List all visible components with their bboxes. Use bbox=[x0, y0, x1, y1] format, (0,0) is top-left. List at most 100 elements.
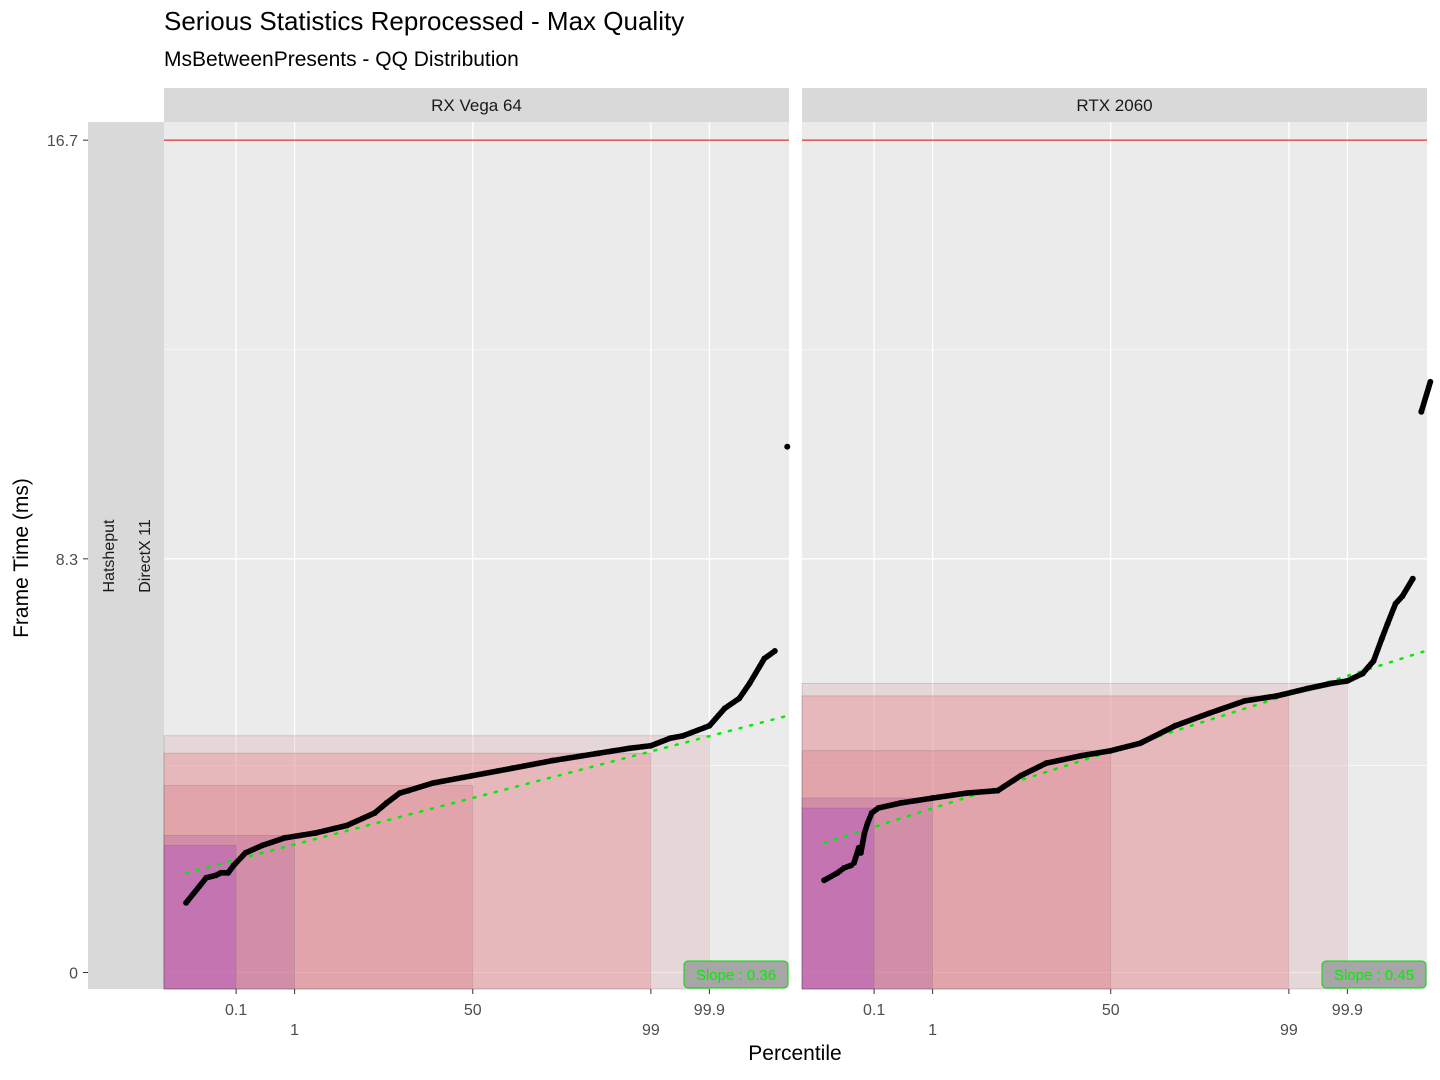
percentile-band bbox=[801, 683, 1348, 990]
chart-title: Serious Statistics Reprocessed - Max Qua… bbox=[164, 6, 685, 36]
data-point bbox=[259, 842, 266, 849]
data-point bbox=[429, 780, 436, 787]
data-point bbox=[666, 735, 673, 742]
data-point bbox=[861, 829, 868, 836]
data-point bbox=[855, 844, 862, 851]
data-point bbox=[1172, 722, 1179, 729]
data-point bbox=[203, 874, 210, 881]
data-point bbox=[595, 750, 602, 757]
data-point bbox=[1137, 740, 1144, 747]
data-point bbox=[1273, 692, 1280, 699]
data-point bbox=[405, 787, 412, 794]
data-point bbox=[1418, 408, 1425, 415]
y-tick-label: 8.3 bbox=[56, 552, 78, 569]
data-point bbox=[383, 800, 390, 807]
data-point bbox=[746, 680, 753, 687]
x-tick-label: 99 bbox=[1280, 1022, 1298, 1039]
x-tick-label: 1 bbox=[290, 1022, 299, 1039]
x-tick-label: 50 bbox=[464, 1002, 482, 1019]
x-tick-label: 50 bbox=[1102, 1002, 1120, 1019]
percentile-band bbox=[801, 750, 1112, 990]
x-tick-label: 0.1 bbox=[225, 1002, 247, 1019]
x-axis-title: Percentile bbox=[748, 1042, 842, 1065]
data-point bbox=[875, 805, 882, 812]
row-strip-label: DirectX 11 bbox=[137, 519, 154, 593]
data-point bbox=[994, 787, 1001, 794]
x-tick-label: 99.9 bbox=[694, 1002, 725, 1019]
data-point bbox=[1399, 593, 1406, 600]
percentile-band bbox=[163, 845, 237, 990]
facet-strip bbox=[802, 88, 1427, 122]
data-point bbox=[469, 772, 476, 779]
data-point bbox=[784, 443, 791, 450]
data-point bbox=[706, 722, 713, 729]
data-point bbox=[281, 834, 288, 841]
facet-strip-label: RTX 2060 bbox=[1076, 96, 1152, 115]
facet-strip bbox=[164, 88, 789, 122]
data-point bbox=[230, 862, 237, 869]
data-point bbox=[771, 648, 778, 655]
data-point bbox=[1409, 575, 1416, 582]
slope-label-box bbox=[683, 960, 789, 989]
data-point bbox=[857, 849, 864, 856]
data-point bbox=[312, 829, 319, 836]
data-point bbox=[929, 795, 936, 802]
data-point bbox=[897, 800, 904, 807]
data-point bbox=[1392, 600, 1399, 607]
y-tick-label: 16.7 bbox=[47, 133, 78, 150]
percentile-band bbox=[163, 735, 710, 990]
data-point bbox=[1384, 620, 1391, 627]
data-point bbox=[549, 757, 556, 764]
panel-background bbox=[802, 122, 1427, 989]
data-point bbox=[868, 810, 875, 817]
x-tick-label: 0.1 bbox=[863, 1002, 885, 1019]
data-point bbox=[213, 872, 220, 879]
facet-panel-2: RTX 2060 Slope : 0.45 0.1 1 50 99 99.9 bbox=[801, 88, 1434, 1039]
facet-panel-1: RX Vega 64 Slope : 0.36 0.1 1 50 99 99.9 bbox=[163, 88, 791, 1039]
slope-label-box bbox=[1321, 960, 1427, 989]
data-point bbox=[841, 864, 848, 871]
x-tick-label: 99.9 bbox=[1332, 1002, 1363, 1019]
data-point bbox=[851, 859, 858, 866]
percentile-band bbox=[801, 695, 1290, 990]
data-point bbox=[1205, 710, 1212, 717]
fit-line bbox=[184, 714, 789, 875]
data-point bbox=[396, 790, 403, 797]
data-point bbox=[627, 745, 634, 752]
x-tick-label: 1 bbox=[928, 1022, 937, 1039]
y-tick-label: 0 bbox=[69, 966, 78, 983]
data-point bbox=[217, 869, 224, 876]
data-point bbox=[834, 869, 841, 876]
data-point bbox=[864, 819, 871, 826]
slope-label: Slope : 0.45 bbox=[1334, 967, 1414, 984]
data-point bbox=[1378, 635, 1385, 642]
data-point bbox=[821, 877, 828, 884]
percentile-band bbox=[163, 785, 474, 990]
data-point bbox=[736, 695, 743, 702]
data-point bbox=[1241, 697, 1248, 704]
data-point bbox=[225, 869, 232, 876]
data-point bbox=[1107, 747, 1114, 754]
data-point bbox=[1043, 760, 1050, 767]
row-strip-label: Hatsheput bbox=[101, 519, 118, 592]
row-strip bbox=[88, 122, 164, 989]
data-point bbox=[647, 742, 654, 749]
data-point bbox=[1370, 658, 1377, 664]
data-point bbox=[343, 822, 350, 829]
data-point bbox=[1328, 680, 1335, 687]
data-point bbox=[1359, 670, 1366, 677]
chart-subtitle: MsBetweenPresents - QQ Distribution bbox=[164, 48, 519, 71]
data-point bbox=[1344, 677, 1351, 684]
data-point bbox=[509, 765, 516, 772]
data-point bbox=[963, 790, 970, 797]
data-point bbox=[1017, 772, 1024, 779]
facet-strip-label: RX Vega 64 bbox=[431, 96, 522, 115]
data-point bbox=[680, 732, 687, 739]
data-point bbox=[721, 705, 728, 712]
data-point bbox=[1304, 685, 1311, 692]
data-point bbox=[183, 899, 190, 906]
x-tick-label: 99 bbox=[642, 1022, 660, 1039]
data-point bbox=[371, 810, 378, 817]
slope-label: Slope : 0.36 bbox=[696, 967, 776, 984]
